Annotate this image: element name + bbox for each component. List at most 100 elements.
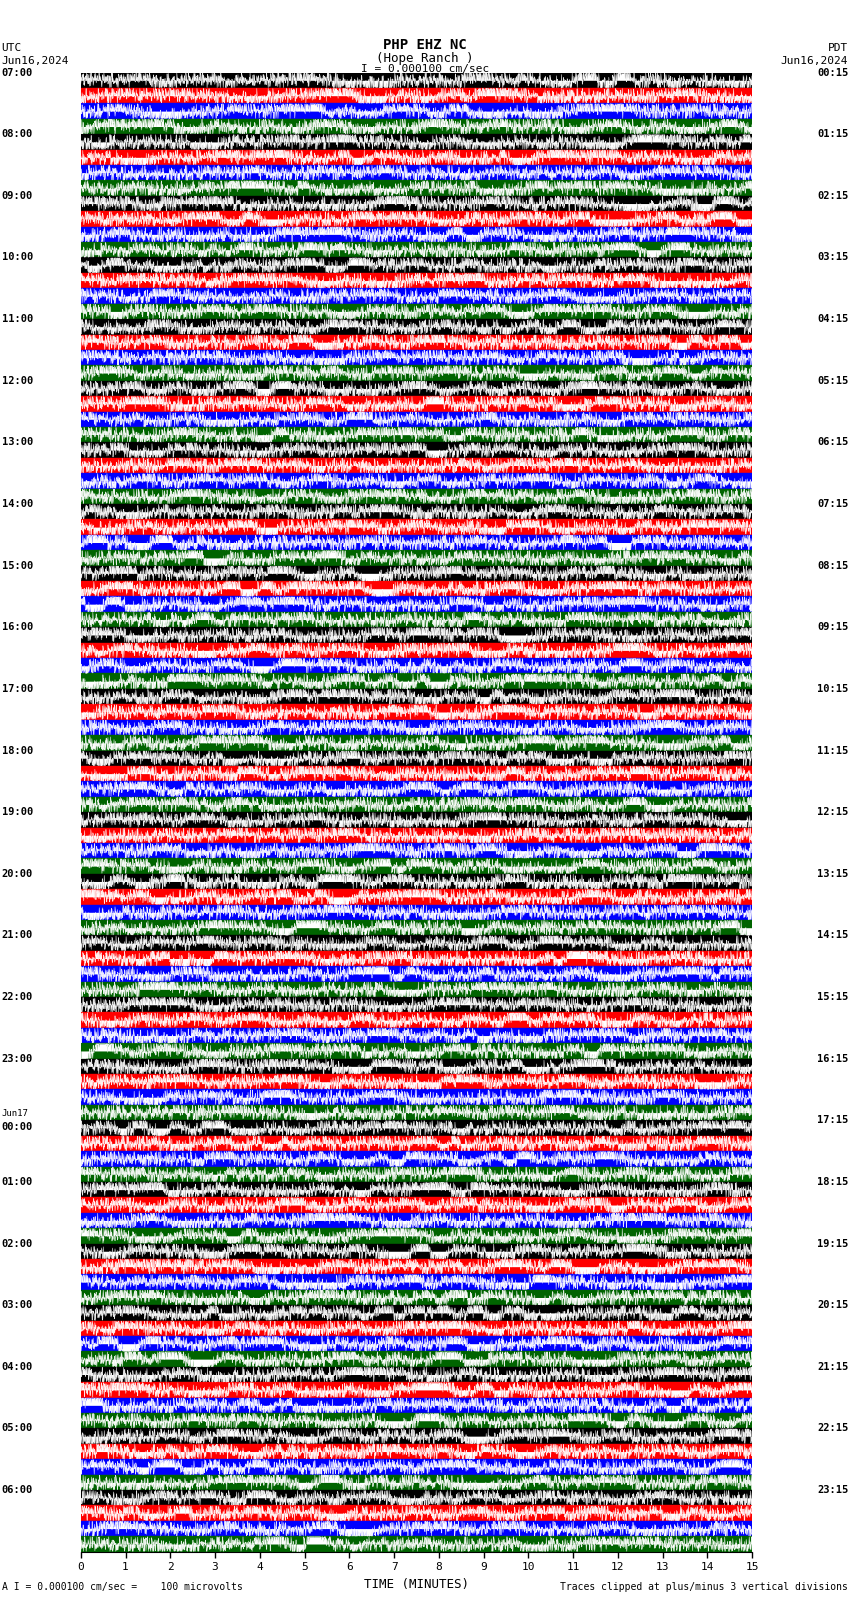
- Text: 16:00: 16:00: [2, 623, 33, 632]
- Bar: [81, 303, 752, 319]
- Bar: [81, 473, 752, 489]
- Text: 12:15: 12:15: [817, 806, 848, 818]
- Bar: [81, 150, 752, 165]
- Text: 07:00: 07:00: [2, 68, 33, 77]
- Text: 00:15: 00:15: [817, 68, 848, 77]
- Bar: [81, 427, 752, 442]
- Bar: [81, 1152, 752, 1166]
- Bar: [81, 411, 752, 427]
- Bar: [81, 1321, 752, 1336]
- Bar: [81, 1397, 752, 1413]
- Bar: [81, 581, 752, 597]
- Bar: [81, 1089, 752, 1105]
- Text: 09:15: 09:15: [817, 623, 848, 632]
- Bar: [81, 1274, 752, 1290]
- Bar: [81, 642, 752, 658]
- Bar: [81, 1136, 752, 1152]
- Text: 23:00: 23:00: [2, 1053, 33, 1063]
- Text: 17:00: 17:00: [2, 684, 33, 694]
- Bar: [81, 195, 752, 211]
- Bar: [81, 827, 752, 844]
- Text: 15:00: 15:00: [2, 561, 33, 571]
- Text: 09:00: 09:00: [2, 190, 33, 202]
- Bar: [81, 719, 752, 736]
- Bar: [81, 1352, 752, 1366]
- Text: 10:15: 10:15: [817, 684, 848, 694]
- Bar: [81, 1413, 752, 1429]
- Bar: [81, 658, 752, 674]
- Bar: [81, 1305, 752, 1321]
- Bar: [81, 889, 752, 905]
- Bar: [81, 519, 752, 536]
- Bar: [81, 1444, 752, 1460]
- Text: 19:00: 19:00: [2, 806, 33, 818]
- Text: 08:15: 08:15: [817, 561, 848, 571]
- Bar: [81, 134, 752, 150]
- Bar: [81, 103, 752, 119]
- Text: 20:15: 20:15: [817, 1300, 848, 1310]
- Bar: [81, 674, 752, 689]
- Text: 00:00: 00:00: [2, 1121, 33, 1132]
- Bar: [81, 597, 752, 611]
- X-axis label: TIME (MINUTES): TIME (MINUTES): [364, 1578, 469, 1590]
- Text: Jun16,2024: Jun16,2024: [781, 56, 848, 66]
- Bar: [81, 319, 752, 334]
- Bar: [81, 919, 752, 936]
- Bar: [81, 627, 752, 642]
- Bar: [81, 1013, 752, 1027]
- Bar: [81, 89, 752, 103]
- Bar: [81, 1105, 752, 1121]
- Text: I = 0.000100 cm/sec: I = 0.000100 cm/sec: [361, 65, 489, 74]
- Bar: [81, 982, 752, 997]
- Bar: [81, 381, 752, 397]
- Text: 18:15: 18:15: [817, 1177, 848, 1187]
- Text: 12:00: 12:00: [2, 376, 33, 386]
- Text: 21:00: 21:00: [2, 931, 33, 940]
- Text: 17:15: 17:15: [817, 1115, 848, 1126]
- Bar: [81, 289, 752, 303]
- Bar: [81, 73, 752, 89]
- Bar: [81, 181, 752, 195]
- Text: 19:15: 19:15: [817, 1239, 848, 1248]
- Text: 03:15: 03:15: [817, 253, 848, 263]
- Text: 23:15: 23:15: [817, 1486, 848, 1495]
- Bar: [81, 736, 752, 750]
- Text: A I = 0.000100 cm/sec =    100 microvolts: A I = 0.000100 cm/sec = 100 microvolts: [2, 1582, 242, 1592]
- Bar: [81, 227, 752, 242]
- Bar: [81, 750, 752, 766]
- Bar: [81, 1244, 752, 1260]
- Text: UTC: UTC: [2, 44, 22, 53]
- Bar: [81, 489, 752, 503]
- Bar: [81, 781, 752, 797]
- Text: 13:00: 13:00: [2, 437, 33, 447]
- Text: 06:00: 06:00: [2, 1486, 33, 1495]
- Bar: [81, 813, 752, 827]
- Bar: [81, 611, 752, 627]
- Bar: [81, 442, 752, 458]
- Text: 14:00: 14:00: [2, 498, 33, 510]
- Bar: [81, 844, 752, 858]
- Text: Jun16,2024: Jun16,2024: [2, 56, 69, 66]
- Bar: [81, 458, 752, 473]
- Text: 15:15: 15:15: [817, 992, 848, 1002]
- Text: 11:00: 11:00: [2, 315, 33, 324]
- Text: 02:15: 02:15: [817, 190, 848, 202]
- Bar: [81, 766, 752, 781]
- Text: (Hope Ranch ): (Hope Ranch ): [377, 52, 473, 65]
- Bar: [81, 350, 752, 365]
- Text: 03:00: 03:00: [2, 1300, 33, 1310]
- Bar: [81, 1290, 752, 1305]
- Bar: [81, 397, 752, 411]
- Text: 14:15: 14:15: [817, 931, 848, 940]
- Text: 10:00: 10:00: [2, 253, 33, 263]
- Bar: [81, 1536, 752, 1552]
- Text: PDT: PDT: [828, 44, 848, 53]
- Bar: [81, 536, 752, 550]
- Bar: [81, 1429, 752, 1444]
- Text: 22:00: 22:00: [2, 992, 33, 1002]
- Text: 22:15: 22:15: [817, 1423, 848, 1434]
- Bar: [81, 1213, 752, 1227]
- Bar: [81, 1074, 752, 1089]
- Text: 05:00: 05:00: [2, 1423, 33, 1434]
- Text: 11:15: 11:15: [817, 745, 848, 755]
